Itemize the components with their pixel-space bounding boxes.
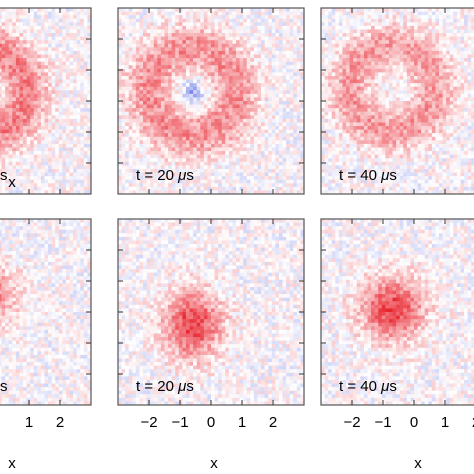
heatmap-panel [320, 218, 474, 406]
x-tick-label: −2 [140, 414, 157, 431]
panel-time-label: s [0, 167, 8, 184]
heatmap-cells [118, 8, 304, 194]
heatmap-cells [118, 219, 304, 405]
x-tick-label: −1 [374, 414, 391, 431]
panels-group [0, 7, 474, 406]
heatmap-cells [0, 219, 91, 405]
x-axis-label: x [8, 455, 16, 472]
panel-time-label: t = 40 μs [339, 167, 397, 184]
labels-group: s t = 20 μs t = 40 μs s t = 20 μs t = 40 μs −2… [0, 167, 474, 472]
heatmap-cells [321, 8, 474, 194]
panel-time-label: s [0, 378, 8, 395]
x-axis-label: x [414, 455, 422, 472]
heatmap-panel [0, 7, 92, 195]
x-tick-label: 1 [238, 414, 246, 431]
x-tick-label: −1 [171, 414, 188, 431]
x-axis-label: x [210, 455, 218, 472]
x-tick-label: 1 [25, 414, 33, 431]
x-tick-label: 1 [441, 414, 449, 431]
heatmap-cells [321, 219, 474, 405]
panel-time-label: t = 20 μs [136, 167, 194, 184]
heatmap-panel [117, 218, 305, 406]
x-tick-label: 2 [56, 414, 64, 431]
heatmap-panel [320, 7, 474, 195]
x-tick-label: −2 [343, 414, 360, 431]
panel-time-label: t = 20 μs [136, 378, 194, 395]
panel-time-label: t = 40 μs [339, 378, 397, 395]
x-axis-label: x [8, 174, 16, 191]
heatmap-panel [0, 218, 92, 406]
x-tick-label: 0 [207, 414, 215, 431]
heatmap-cells [0, 8, 91, 194]
heatmap-panel [117, 7, 305, 195]
x-tick-label: 2 [269, 414, 277, 431]
x-tick-label: 2 [472, 414, 474, 431]
x-tick-label: 0 [410, 414, 418, 431]
